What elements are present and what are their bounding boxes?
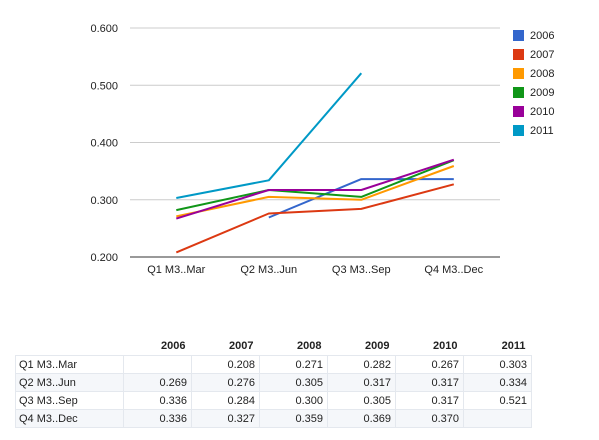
table-cell: 0.300: [259, 391, 328, 410]
y-tick-label: 0.200: [90, 252, 118, 264]
table-cell: 0.359: [259, 409, 328, 428]
table-cell: 0.327: [191, 409, 260, 428]
table-header-row: 2006 2007 2008 2009 2010 2011: [15, 337, 532, 356]
series-line-2008[interactable]: [176, 165, 455, 218]
row-label: Q1 M3..Mar: [15, 355, 124, 374]
legend-item-2010[interactable]: 2010: [513, 102, 554, 121]
table-header-cell[interactable]: 2007: [191, 337, 260, 356]
table-cell: 0.271: [259, 355, 328, 374]
x-tick-label: Q4 M3..Dec: [424, 264, 483, 276]
table-cell: 0.284: [191, 391, 260, 410]
table-cell: 0.370: [395, 409, 464, 428]
legend-item-2008[interactable]: 2008: [513, 64, 554, 83]
y-tick-label: 0.500: [90, 80, 118, 92]
table-row[interactable]: Q1 M3..Mar 0.208 0.271 0.282 0.267 0.303: [15, 355, 532, 374]
x-tick-label: Q1 M3..Mar: [147, 264, 205, 276]
y-tick-label: 0.400: [90, 138, 118, 150]
chart-gridlines: [130, 27, 500, 258]
legend-swatch: [513, 106, 524, 117]
row-label: Q3 M3..Sep: [15, 391, 124, 410]
legend-label: 2009: [530, 86, 555, 99]
table-header-cell[interactable]: 2006: [123, 337, 192, 356]
x-tick-label: Q2 M3..Jun: [240, 264, 297, 276]
table-cell: 0.208: [191, 355, 260, 374]
table-cell: 0.267: [395, 355, 464, 374]
series-line-2011[interactable]: [176, 72, 363, 199]
line-chart: 0.200 0.300 0.400 0.500 0.600 Q1 M3..Mar Q2 M…: [90, 23, 500, 276]
table-header-cell[interactable]: 2008: [259, 337, 328, 356]
table-cell: 0.276: [191, 373, 260, 392]
table-cell: [463, 409, 532, 428]
table-cell: 0.317: [327, 373, 396, 392]
table-header-cell[interactable]: 2010: [395, 337, 464, 356]
table-header-cell[interactable]: [15, 337, 124, 356]
table-cell: 0.336: [123, 409, 192, 428]
series-line-2006[interactable]: [268, 178, 454, 219]
table-cell: 0.369: [327, 409, 396, 428]
legend-item-2009[interactable]: 2009: [513, 83, 554, 102]
legend-item-2007[interactable]: 2007: [513, 45, 554, 64]
table-cell: 0.282: [327, 355, 396, 374]
x-tick-label: Q3 M3..Sep: [332, 264, 391, 276]
legend-swatch: [513, 49, 524, 60]
table-row[interactable]: Q2 M3..Jun 0.269 0.276 0.305 0.317 0.317…: [15, 373, 532, 392]
legend-label: 2008: [530, 67, 555, 80]
table-cell: 0.317: [395, 391, 464, 410]
legend-label: 2011: [530, 124, 554, 137]
y-tick-label: 0.600: [90, 23, 118, 35]
table-header-cell[interactable]: 2011: [463, 337, 532, 356]
legend-swatch: [513, 125, 524, 136]
legend-label: 2010: [530, 105, 555, 118]
table-cell: 0.303: [463, 355, 532, 374]
table-cell: 0.269: [123, 373, 192, 392]
table-cell: 0.521: [463, 391, 532, 410]
table-row[interactable]: Q4 M3..Dec 0.336 0.327 0.359 0.369 0.370: [15, 409, 532, 428]
table-row[interactable]: Q3 M3..Sep 0.336 0.284 0.300 0.305 0.317…: [15, 391, 532, 410]
legend-swatch: [513, 30, 524, 41]
y-axis: 0.200 0.300 0.400 0.500 0.600: [90, 23, 118, 264]
table-cell: 0.305: [327, 391, 396, 410]
series-line-2007[interactable]: [175, 183, 455, 254]
y-tick-label: 0.300: [90, 195, 118, 207]
chart-series: [175, 72, 455, 254]
row-label: Q4 M3..Dec: [15, 409, 124, 428]
table-cell: 0.334: [463, 373, 532, 392]
table-header-cell[interactable]: 2009: [327, 337, 396, 356]
legend-item-2006[interactable]: 2006: [513, 26, 554, 45]
series-line-2009[interactable]: [176, 159, 455, 212]
table-cell: 0.305: [259, 373, 328, 392]
table-cell: 0.317: [395, 373, 464, 392]
legend-swatch: [513, 87, 524, 98]
legend-item-2011[interactable]: 2011: [513, 121, 554, 140]
data-table: 2006 2007 2008 2009 2010 2011 Q1 M3..Mar…: [15, 337, 532, 428]
legend-label: 2006: [530, 29, 555, 42]
table-cell: 0.336: [123, 391, 192, 410]
legend-swatch: [513, 68, 524, 79]
table-cell: [123, 355, 192, 374]
legend-label: 2007: [530, 48, 555, 61]
series-line-2010[interactable]: [176, 158, 455, 220]
x-axis: Q1 M3..Mar Q2 M3..Jun Q3 M3..Sep Q4 M3..Dec: [147, 264, 483, 276]
chart-legend: 2006 2007 2008 2009 2010 2011: [513, 26, 554, 140]
row-label: Q2 M3..Jun: [15, 373, 124, 392]
